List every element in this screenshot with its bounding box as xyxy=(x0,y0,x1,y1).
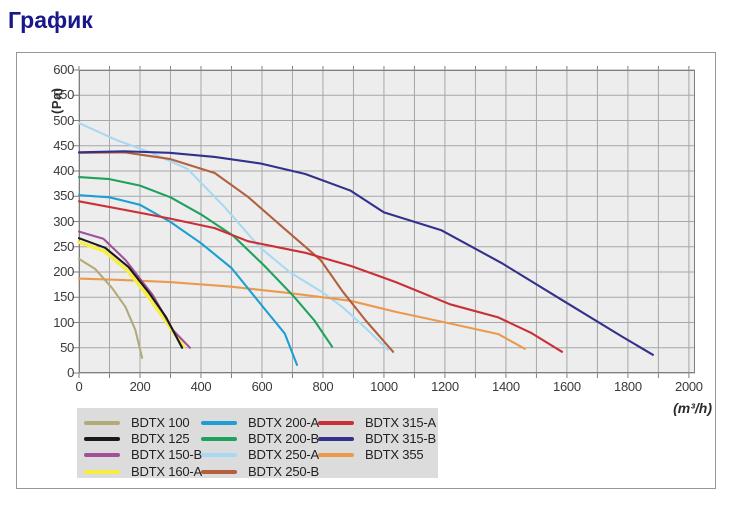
x-axis-unit-label: (m³/h) xyxy=(673,400,712,416)
x-tick-label: 1200 xyxy=(431,379,459,394)
x-tick-label: 2000 xyxy=(675,379,703,394)
y-tick-label: 600 xyxy=(53,62,74,77)
series-line-bdtx-150-b xyxy=(77,230,192,349)
legend-swatch xyxy=(201,453,237,458)
y-tick-label: 200 xyxy=(53,264,74,279)
legend-label: BDTX 250-B xyxy=(248,463,319,479)
legend-label: BDTX 200-B xyxy=(248,431,319,447)
legend-swatch xyxy=(318,453,354,458)
series-line-bdtx-100 xyxy=(77,257,144,359)
legend-swatch xyxy=(84,437,120,442)
x-tick-label: 600 xyxy=(251,379,273,394)
x-tick-label: 0 xyxy=(75,379,83,394)
legend-label: BDTX 200-A xyxy=(248,415,319,430)
series-line-bdtx-315-b xyxy=(77,150,654,356)
series-line-bdtx-200-a xyxy=(77,194,299,366)
legend-swatch xyxy=(318,421,354,425)
plot-frame xyxy=(79,70,695,373)
series-line-bdtx-160-a xyxy=(77,240,186,349)
x-tick-label: 200 xyxy=(129,379,151,394)
series-line-bdtx-200-b xyxy=(77,176,334,348)
x-tick-label: 1000 xyxy=(370,379,398,394)
legend-label: BDTX 315-B xyxy=(365,431,436,447)
series-line-bdtx-250-a xyxy=(77,121,389,351)
chart-legend: BDTX 100 BDTX 125 BDTX 150-B BDTX 160-A BDTX… xyxy=(77,408,438,479)
legend-swatch xyxy=(201,437,237,442)
x-tick-label: 1400 xyxy=(492,379,520,394)
series-line-bdtx-355 xyxy=(77,277,526,350)
y-tick-label: 550 xyxy=(53,87,74,103)
series-line-bdtx-250-b xyxy=(77,151,395,353)
y-tick-label: 400 xyxy=(53,163,74,178)
x-tick-label: 1600 xyxy=(553,379,581,394)
legend-label: BDTX 160-A xyxy=(131,463,202,479)
legend-label: BDTX 125 xyxy=(131,431,190,447)
legend-swatch xyxy=(201,469,237,474)
y-tick-label: 0 xyxy=(67,365,74,380)
legend-label: BDTX 315-A xyxy=(365,415,436,430)
x-tick-label: 400 xyxy=(190,379,212,394)
y-tick-label: 350 xyxy=(53,188,74,204)
legend-label: BDTX 150-B xyxy=(131,447,202,463)
x-tick-label: 800 xyxy=(312,379,334,394)
y-tick-label: 100 xyxy=(53,314,74,330)
x-tick-label: 1800 xyxy=(614,379,642,394)
legend-label: BDTX 250-A xyxy=(248,447,319,463)
legend-swatch xyxy=(84,453,120,458)
series-line-bdtx-315-a xyxy=(77,200,564,353)
page-title: График xyxy=(8,7,93,33)
legend-swatch xyxy=(201,421,237,425)
series-line-bdtx-125 xyxy=(77,237,184,349)
y-tick-label: 450 xyxy=(53,137,74,153)
y-tick-label: 250 xyxy=(53,238,74,254)
legend-swatch xyxy=(84,469,120,474)
legend-swatch xyxy=(318,437,354,442)
y-tick-label: 50 xyxy=(60,339,74,355)
legend-swatch xyxy=(84,421,120,425)
chart-plot-area xyxy=(73,66,695,378)
legend-label: BDTX 355 xyxy=(365,447,424,463)
y-tick-label: 500 xyxy=(53,112,74,128)
y-tick-label: 150 xyxy=(53,289,74,305)
y-tick-label: 300 xyxy=(53,213,74,229)
legend-label: BDTX 100 xyxy=(131,415,190,430)
